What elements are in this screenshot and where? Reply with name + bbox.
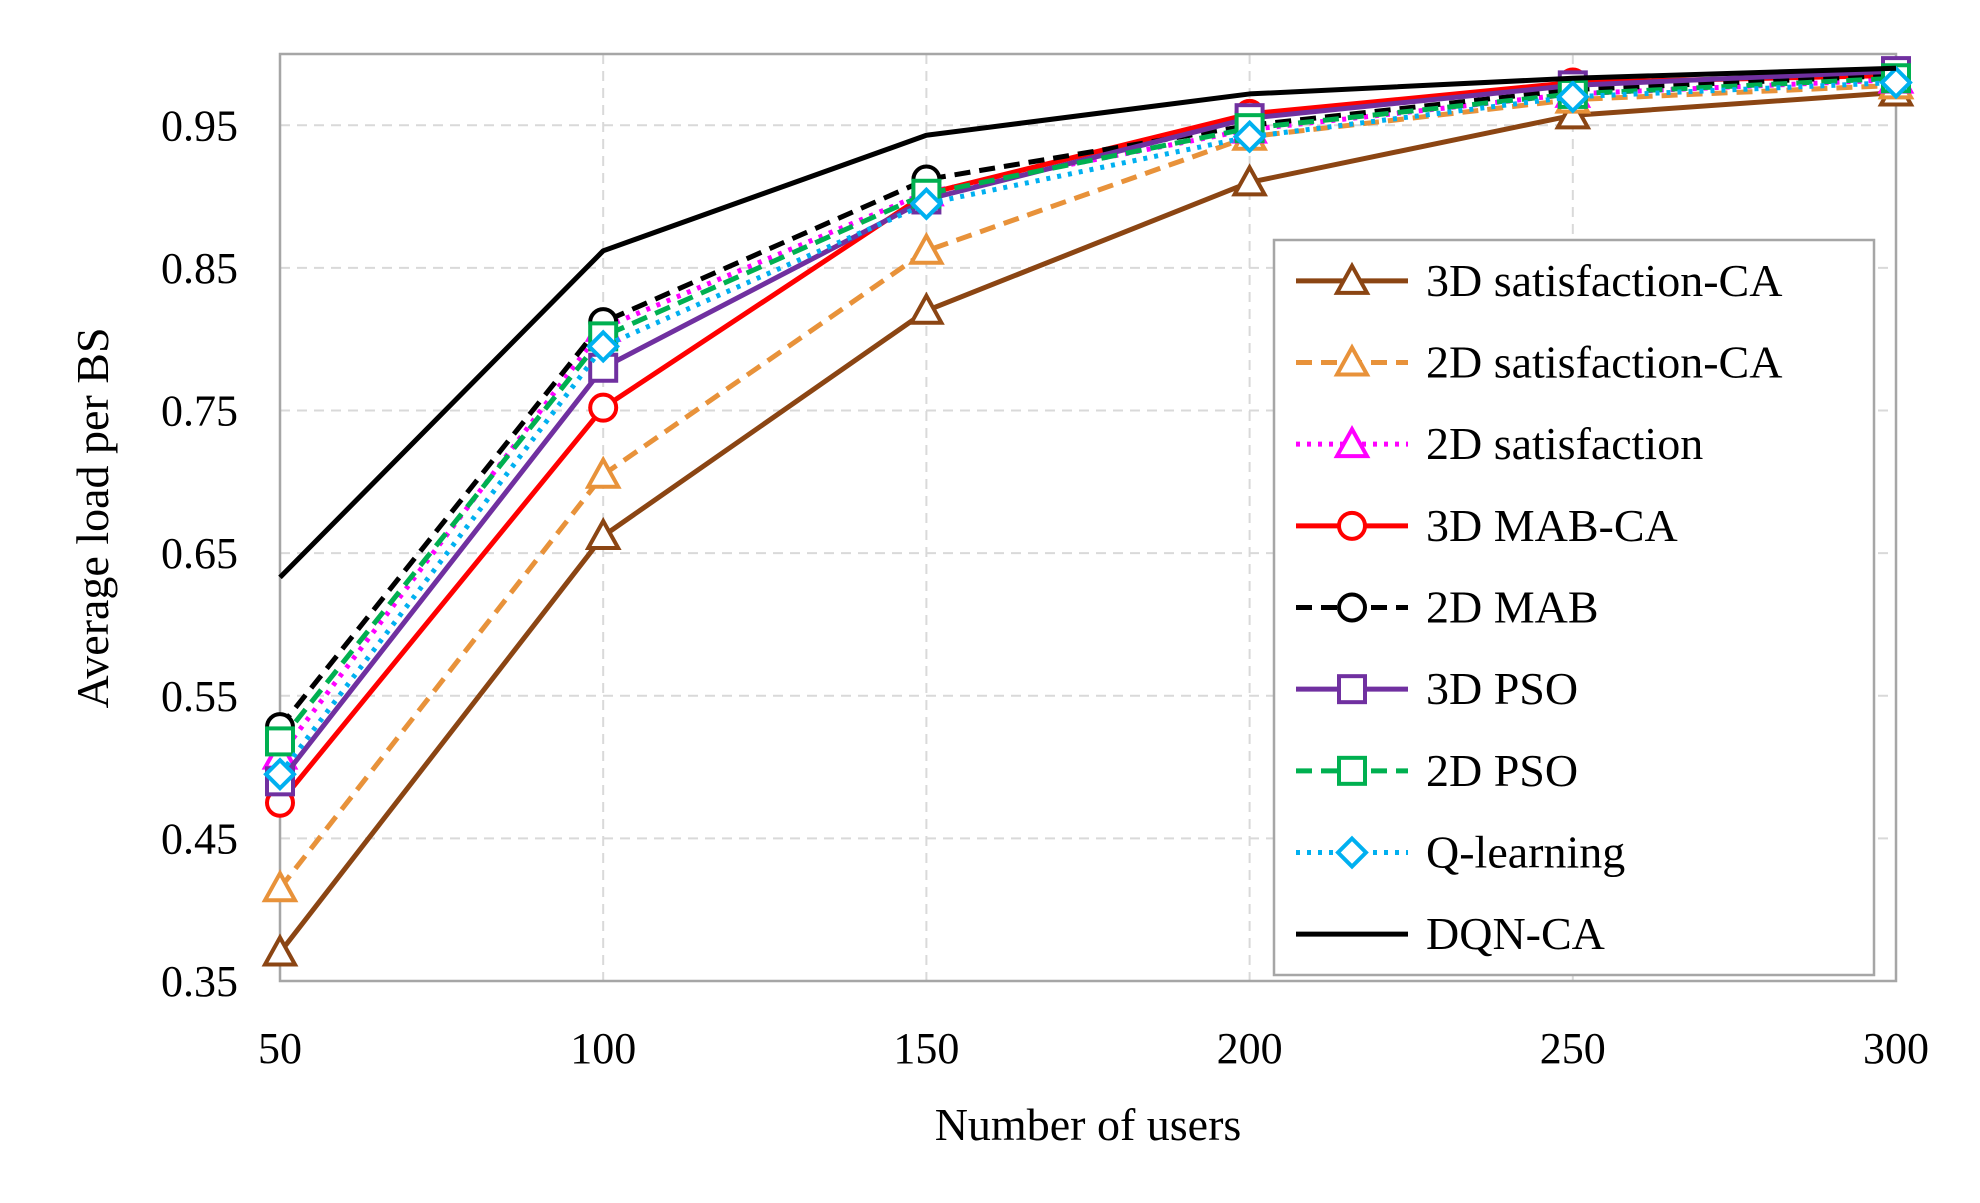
legend-item-3d-mab-ca: 3D MAB-CA [1296,500,1678,551]
y-tick-label: 0.95 [161,101,238,150]
data-point [588,392,619,423]
legend-label: 2D satisfaction [1426,418,1703,469]
data-point [1231,163,1268,197]
x-tick-label: 150 [893,1024,959,1073]
legend-item-2d-satisfaction-ca: 2D satisfaction-CA [1296,337,1782,388]
series-line-2d-satisfaction-ca [278,82,1897,890]
data-point [584,455,622,489]
legend-item-3d-pso: 3D PSO [1296,663,1578,714]
data-point [908,291,945,325]
legend-label: 2D MAB [1426,582,1599,633]
legend-label: 3D MAB-CA [1426,500,1678,551]
y-tick-label: 0.65 [161,529,238,578]
data-point [1554,96,1592,130]
data-point [265,726,295,757]
legend-marker [1333,261,1371,295]
series-line-2d-pso [278,75,1897,743]
y-axis-ticks: 0.35 0.45 0.55 0.65 0.75 0.85 0.95 [161,101,238,1006]
x-axis-ticks: 50 100 150 200 250 300 [258,1024,1929,1073]
legend-marker [1337,592,1367,623]
legend-item-dqn-ca: DQN-CA [1296,908,1605,959]
plot-area-frame [278,52,1898,983]
legend-item-2d-pso: 2D PSO [1296,745,1578,796]
legend-marker [1333,425,1371,459]
x-tick-label: 200 [1217,1024,1283,1073]
data-point [261,933,299,967]
series-line-dqn-ca [278,65,1897,580]
legend-label: 2D PSO [1426,745,1578,796]
series-line-3d-satisfaction-ca [278,90,1897,955]
legend-marker [1337,674,1367,705]
data-point [908,231,945,265]
x-axis-label: Number of users [935,1099,1242,1150]
x-tick-label: 250 [1540,1024,1606,1073]
legend-item-3d-satisfaction-ca: 3D satisfaction-CA [1296,255,1782,306]
data-point [263,757,297,792]
legend-item-q-learning: Q-learning [1296,827,1625,878]
y-tick-label: 0.85 [161,244,238,293]
data-point [584,516,622,551]
legend: 3D satisfaction-CA 2D satisfaction-CA 2D s… [1272,238,1876,977]
legend-label: 2D satisfaction-CA [1426,337,1782,388]
x-tick-label: 100 [570,1024,636,1073]
series-q-learning [263,65,1913,792]
y-tick-label: 0.35 [161,957,238,1006]
y-tick-label: 0.45 [161,814,238,863]
x-tick-label: 300 [1863,1024,1929,1073]
legend-label: 3D satisfaction-CA [1426,255,1782,306]
legend-marker [1333,343,1371,377]
series-line-2d-mab [278,72,1897,729]
legend-label: 3D PSO [1426,663,1578,714]
legend-marker [1335,835,1369,870]
series-layer [261,56,1915,967]
legend-label: DQN-CA [1426,908,1605,959]
data-point [586,329,621,364]
data-point [1879,65,1913,100]
data-point [261,869,299,903]
data-point [1555,79,1590,114]
data-point [909,186,944,221]
legend-marker [1337,755,1367,786]
y-axis-label: Average load per BS [67,327,118,708]
y-tick-label: 0.75 [161,387,238,436]
data-point [1232,119,1267,154]
legend-marker [1337,510,1367,541]
legend-item-2d-satisfaction: 2D satisfaction [1296,418,1703,469]
legend-label: Q-learning [1426,827,1625,878]
x-tick-label: 50 [258,1024,302,1073]
legend-item-2d-mab: 2D MAB [1296,582,1599,633]
series-dqn-ca [278,65,1897,580]
y-tick-label: 0.55 [161,672,238,721]
